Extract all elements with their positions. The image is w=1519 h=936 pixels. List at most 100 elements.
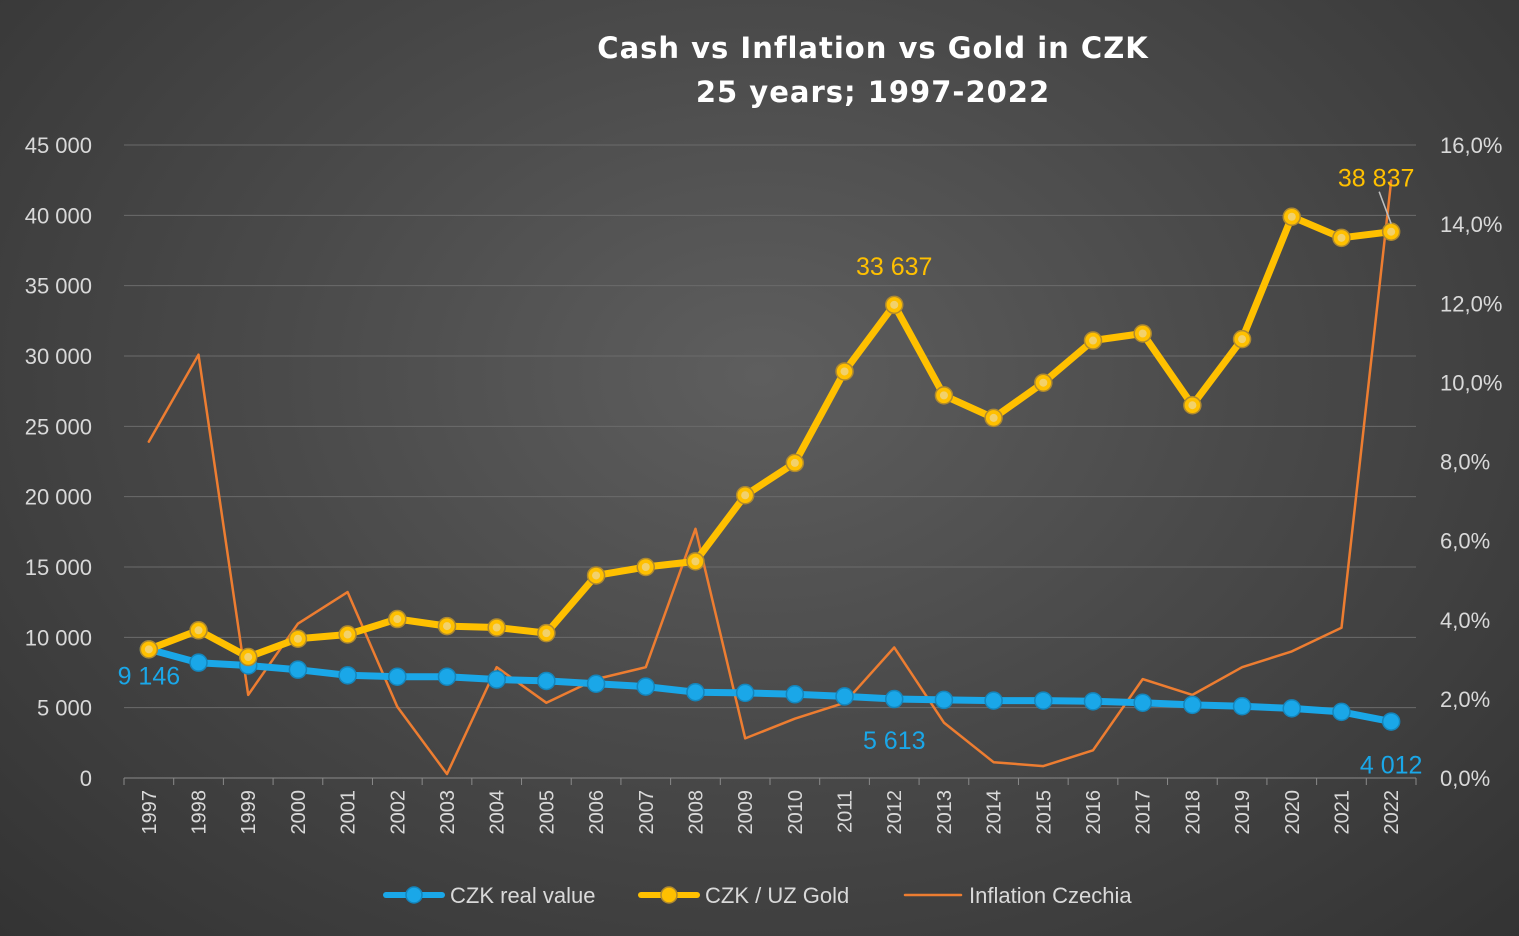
chart-subtitle: 25 years; 1997-2022: [696, 75, 1050, 109]
legend-label-2: Inflation Czechia: [969, 883, 1132, 908]
x-tick-label: 2022: [1381, 790, 1403, 835]
data-label: 33 637: [856, 253, 932, 281]
x-tick-label: 2009: [735, 790, 757, 835]
legend-marker-0: [405, 886, 423, 904]
x-tick-label: 2012: [884, 790, 906, 835]
x-tick-label: 1997: [139, 790, 161, 835]
series-1-point-inner: [1188, 401, 1197, 410]
series-1-point-inner: [790, 458, 799, 467]
series-1-point-inner: [691, 557, 700, 566]
data-label: 9 146: [118, 662, 181, 690]
annotation-leader: [1378, 191, 1392, 224]
series-1-point-inner: [293, 634, 302, 643]
x-tick-label: 1999: [238, 790, 260, 835]
series-0-point: [1232, 697, 1252, 716]
x-tick-label: 2011: [835, 790, 857, 833]
series-layer: [139, 179, 1401, 776]
series-1-point-inner: [939, 391, 948, 400]
right-tick-label: 12,0%: [1440, 291, 1502, 316]
left-tick-label: 20 000: [25, 485, 92, 510]
x-tick-label: 2014: [984, 790, 1006, 835]
x-tick-label: 2008: [685, 790, 707, 835]
series-1-point-inner: [641, 563, 650, 571]
x-tick-label: 2010: [785, 790, 807, 835]
series-0-point: [934, 690, 954, 710]
series-0-point: [636, 677, 656, 696]
series-1-point-inner: [1089, 336, 1097, 345]
series-0-point: [1183, 695, 1202, 715]
x-tick-label: 2015: [1033, 790, 1055, 835]
x-tick-label: 2020: [1282, 790, 1304, 835]
legend-label-1: CZK / UZ Gold: [705, 883, 849, 908]
series-0-point: [388, 667, 407, 686]
series-1-point-inner: [542, 629, 551, 638]
legend: CZK real value CZK / UZ Gold Inflation Cze…: [383, 883, 1132, 908]
right-tick-label: 0,0%: [1440, 766, 1490, 791]
chart-title: Cash vs Inflation vs Gold in CZK: [597, 31, 1149, 65]
series-line-0: [145, 645, 1395, 726]
series-1-point-inner: [890, 300, 899, 309]
series-1-point-inner: [1238, 335, 1247, 344]
series-1-point-inner: [144, 645, 153, 654]
x-tick-label: 2002: [387, 790, 409, 835]
x-tick-label: 2019: [1232, 790, 1254, 835]
left-tick-label: 5 000: [37, 696, 92, 721]
series-1-point-inner: [443, 622, 451, 631]
right-tick-label: 10,0%: [1440, 370, 1502, 395]
series-1-point-inner: [194, 626, 203, 635]
x-tick-label: 1998: [189, 790, 211, 835]
right-tick-label: 16,0%: [1440, 133, 1502, 158]
series-0-point: [288, 660, 308, 679]
x-tick-label: 2004: [487, 790, 509, 835]
series-line-2: [147, 179, 1393, 776]
legend-label-0: CZK real value: [450, 883, 596, 908]
x-tick-label: 2018: [1182, 790, 1204, 835]
series-1-point-inner: [741, 491, 750, 500]
series-0-point: [735, 683, 755, 703]
right-tick-label: 14,0%: [1440, 212, 1502, 237]
series-0-point: [1282, 699, 1302, 718]
x-tick-label: 2007: [636, 790, 658, 835]
left-tick-label: 30 000: [25, 344, 92, 369]
series-0-point: [1133, 693, 1152, 712]
series-1-point-inner: [840, 367, 849, 376]
left-tick-label: 35 000: [25, 274, 92, 299]
series-1-point-inner: [1138, 329, 1147, 338]
left-axis: 0 5 000 10 000 15 000 20 000 25 000 30 000 35 0…: [25, 133, 92, 791]
series-0-point: [189, 653, 208, 672]
series-line-1: [145, 213, 1395, 661]
series-0-point: [835, 687, 854, 706]
right-tick-label: 4,0%: [1440, 608, 1490, 633]
x-tick-label: 2017: [1133, 790, 1155, 835]
left-tick-label: 25 000: [25, 414, 92, 439]
left-tick-label: 10 000: [25, 625, 92, 650]
x-tick-label: 2005: [536, 790, 558, 835]
x-tick-label: 2003: [437, 790, 459, 835]
series-0-point: [586, 674, 606, 694]
legend-marker-1: [660, 886, 678, 904]
series-0-point: [1332, 702, 1351, 722]
series-1-point-inner: [244, 653, 253, 662]
data-label: 4 012: [1360, 752, 1423, 780]
series-0-point: [984, 691, 1003, 710]
series-1-point-inner: [989, 413, 998, 422]
series-0-point: [1381, 712, 1401, 731]
series-1-point-inner: [1039, 378, 1048, 387]
series-0-point: [1034, 691, 1053, 710]
x-axis: 1997 1998 1999 2000 2001 2002 2003 2004 2005 2006…: [123, 778, 1417, 835]
series-0-point: [338, 666, 357, 685]
series-1-point-inner: [1387, 227, 1396, 236]
data-label: 38 837: [1338, 165, 1414, 193]
x-tick-label: 2013: [934, 790, 956, 835]
grid: [124, 144, 1416, 779]
right-axis: 0,0% 2,0% 4,0% 6,0% 8,0% 10,0% 12,0% 14,0% 16,0%: [1440, 133, 1502, 791]
data-label: 5 613: [863, 727, 926, 755]
left-tick-label: 40 000: [25, 203, 92, 228]
x-tick-label: 2006: [586, 790, 608, 835]
annotations: 9 146 5 613 4 012 33 637 38 837: [118, 165, 1423, 780]
right-tick-label: 2,0%: [1440, 687, 1490, 712]
series-0-point: [884, 689, 904, 709]
series-0-point: [437, 667, 457, 686]
x-tick-label: 2001: [338, 790, 360, 835]
right-tick-label: 8,0%: [1440, 450, 1490, 475]
